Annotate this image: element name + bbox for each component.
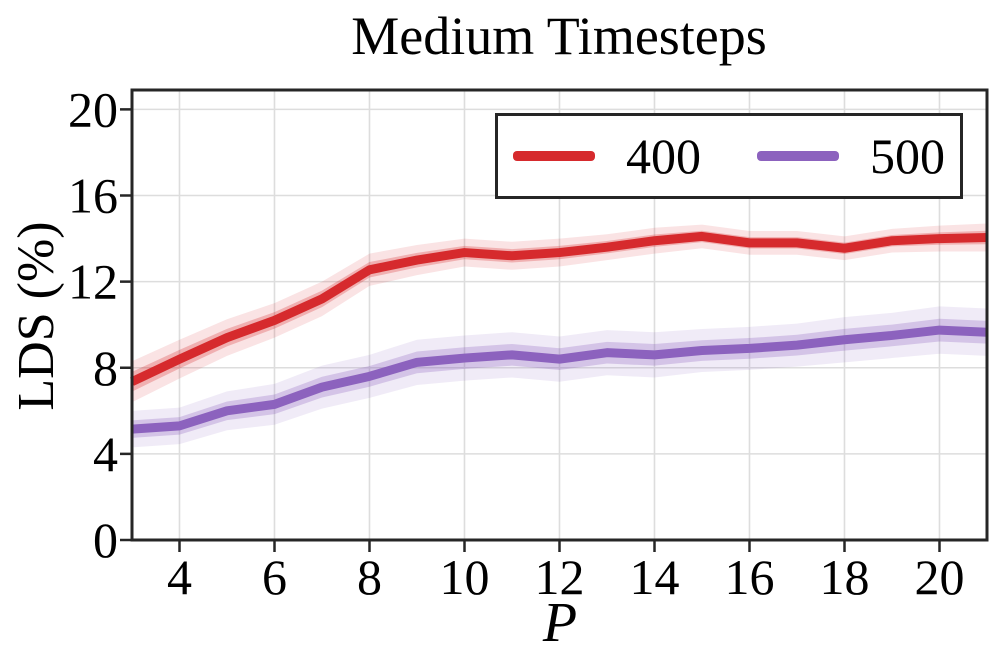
legend: 400 500 [495,113,963,199]
y-tick-label: 0 [93,512,118,568]
x-tick-label: 18 [820,549,870,605]
x-tick-label: 4 [167,549,192,605]
x-tick-label: 8 [357,549,382,605]
legend-swatch-400 [513,151,595,161]
y-tick-label: 16 [68,168,118,224]
legend-item-400: 400 [513,131,701,181]
confidence-band-outer-500 [132,306,987,448]
x-tick-label: 12 [535,549,585,605]
y-tick-label: 12 [68,254,118,310]
y-tick-label: 4 [93,426,118,482]
y-tick-label: 20 [68,81,118,137]
legend-item-500: 500 [757,131,945,181]
confidence-band-outer-400 [132,223,987,403]
legend-swatch-500 [757,151,839,161]
legend-label-500: 500 [870,128,945,184]
x-tick-label: 20 [915,549,965,605]
chart-title: Medium Timesteps [351,6,767,66]
x-tick-label: 16 [725,549,775,605]
series-line-500 [131,325,988,434]
x-axis-label: P [542,592,578,654]
legend-label-400: 400 [626,128,701,184]
y-tick-label: 8 [93,340,118,396]
x-tick-label: 10 [440,549,490,605]
series-line-400 [130,231,988,386]
x-tick-label: 14 [630,549,680,605]
plot-border [130,88,989,542]
x-tick-label: 6 [262,549,287,605]
